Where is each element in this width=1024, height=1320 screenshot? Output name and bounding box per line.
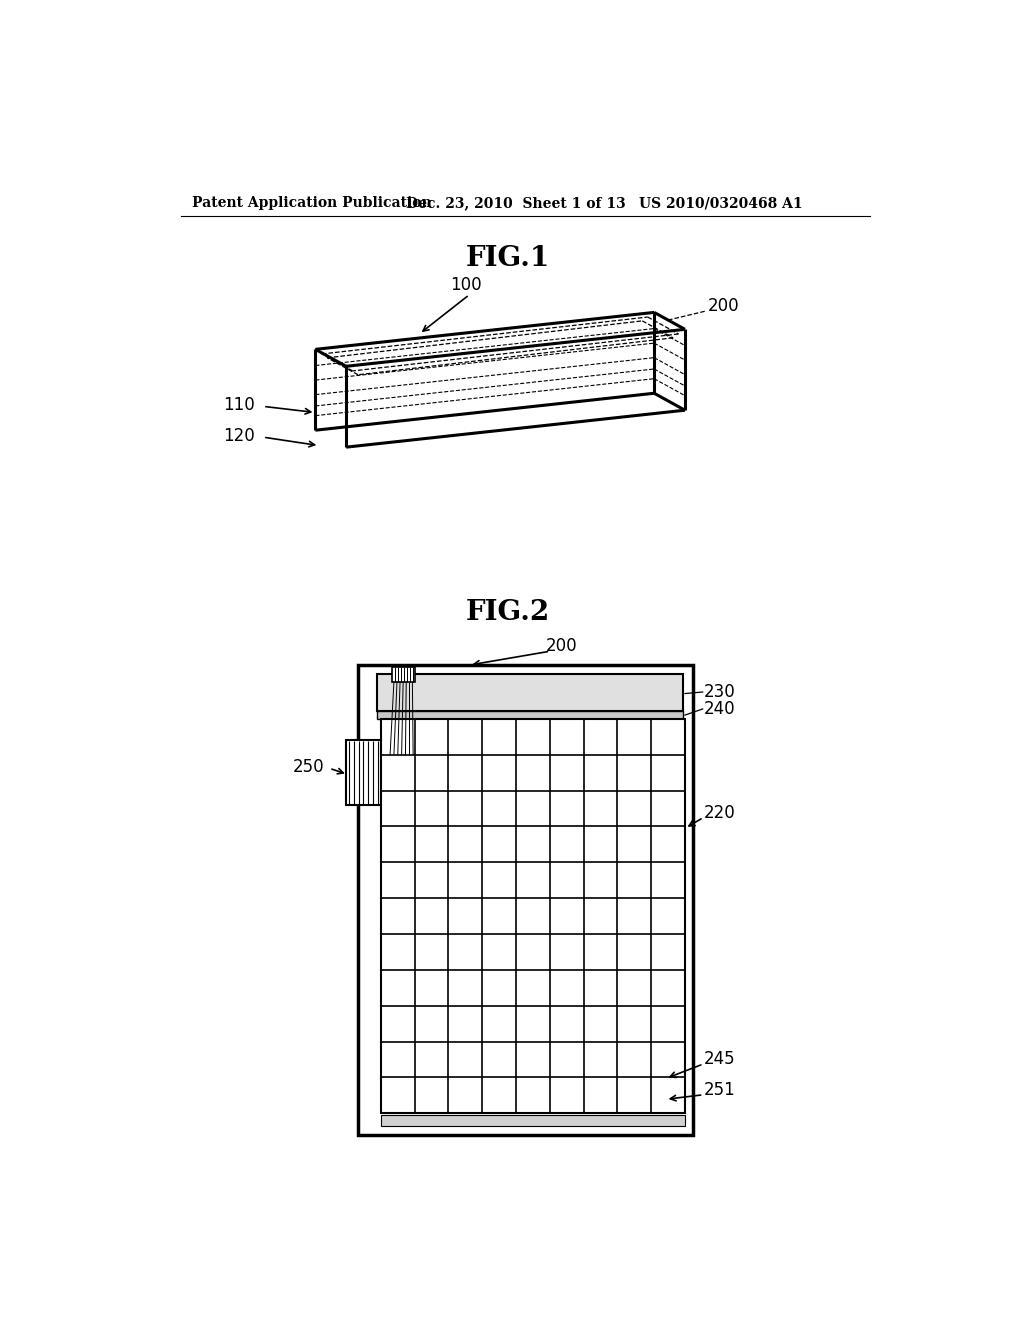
Text: 245: 245: [705, 1051, 736, 1068]
Bar: [392, 667, 416, 682]
Bar: [381, 1114, 685, 1126]
Bar: [377, 711, 683, 719]
Bar: [377, 675, 683, 711]
Text: FIG.1: FIG.1: [466, 246, 550, 272]
Text: 200: 200: [546, 636, 578, 655]
Text: 250: 250: [293, 758, 325, 776]
Text: 100: 100: [450, 276, 481, 294]
Text: US 2010/0320468 A1: US 2010/0320468 A1: [639, 197, 803, 210]
Text: Dec. 23, 2010  Sheet 1 of 13: Dec. 23, 2010 Sheet 1 of 13: [407, 197, 626, 210]
Bar: [346, 739, 381, 805]
Text: 240: 240: [705, 700, 736, 718]
Text: 251: 251: [705, 1081, 736, 1100]
Text: 200: 200: [708, 297, 739, 315]
Text: 230: 230: [705, 682, 736, 701]
Bar: [381, 719, 685, 1113]
Text: 120: 120: [223, 426, 255, 445]
Text: 110: 110: [223, 396, 255, 413]
Bar: [357, 665, 692, 1135]
Text: Patent Application Publication: Patent Application Publication: [193, 197, 432, 210]
Text: 220: 220: [705, 804, 736, 822]
Text: FIG.2: FIG.2: [466, 599, 550, 626]
